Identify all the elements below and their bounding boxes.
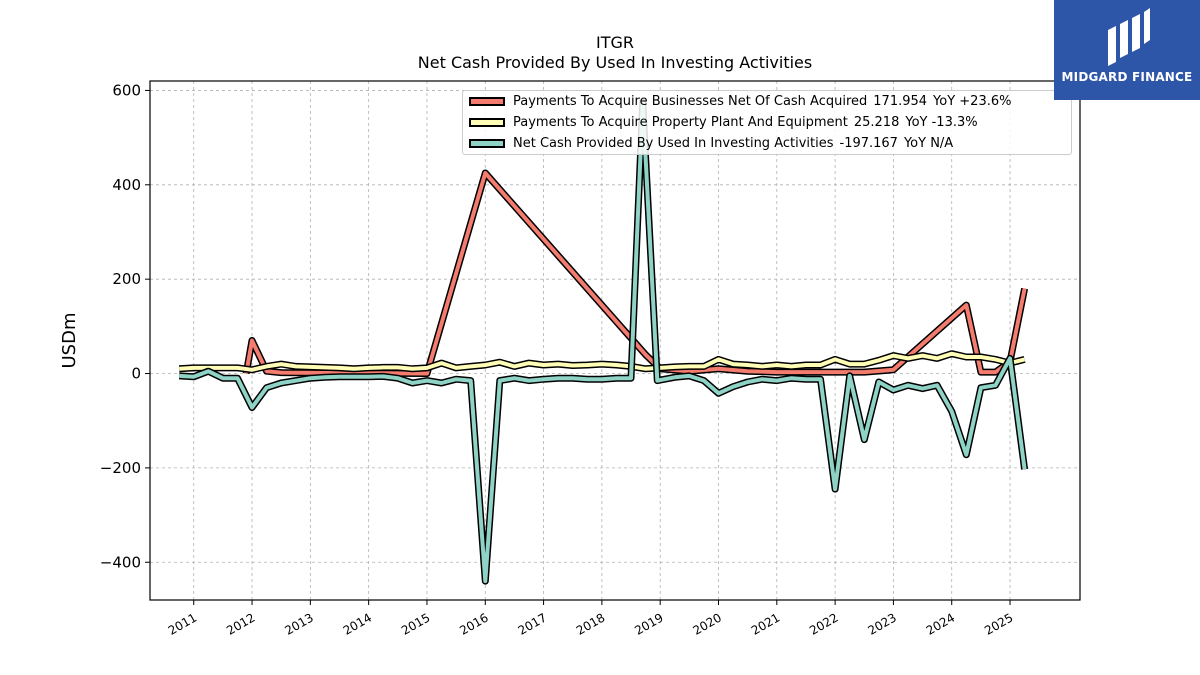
chart-title: ITGR (595, 33, 634, 52)
y-tick-label: −200 (100, 459, 141, 477)
x-tick-label: 2016 (457, 610, 490, 637)
x-tick-label: 2024 (924, 610, 957, 637)
legend-entry-net-investing: Net Cash Provided By Used In Investing A… (469, 133, 953, 153)
legend-label: Payments To Acquire Property Plant And E… (513, 114, 848, 130)
x-tick-label: 2019 (632, 610, 665, 637)
series-acquisitions-line (244, 171, 1027, 376)
legend-entry-ppe: Payments To Acquire Property Plant And E… (469, 112, 978, 132)
x-tick-label: 2020 (691, 610, 724, 637)
x-tick-label: 2022 (807, 610, 840, 637)
legend-yoy: YoY N/A (903, 135, 954, 151)
y-axis-label: USDm (59, 313, 80, 369)
x-tick-label: 2023 (865, 610, 898, 637)
x-tick-label: 2015 (399, 610, 432, 637)
legend-yoy: YoY -13.3% (905, 114, 978, 130)
midgard-finance-logo: MIDGARD FINANCE (1054, 0, 1200, 100)
chart-legend: Payments To Acquire Businesses Net Of Ca… (462, 90, 1072, 155)
series-net-investing-line (179, 100, 1027, 584)
y-tick-label: 600 (112, 81, 141, 99)
plot-frame (149, 80, 1081, 601)
x-tick-label: 2018 (574, 610, 607, 637)
x-tick-label: 2017 (516, 610, 549, 637)
y-tick-label: 200 (112, 270, 141, 288)
logo-mark-icon (1108, 8, 1150, 66)
legend-entry-acquisitions: Payments To Acquire Businesses Net Of Ca… (469, 91, 1011, 111)
x-tick-label: 2025 (982, 610, 1015, 637)
legend-latest: 171.954 (873, 93, 928, 109)
logo-text: MIDGARD FINANCE (1061, 70, 1193, 84)
y-tick-label: 400 (112, 176, 141, 194)
y-tick-label: −400 (100, 553, 141, 571)
legend-yoy: YoY +23.6% (933, 93, 1012, 109)
x-tick-label: 2011 (166, 610, 199, 637)
y-tick-label: 0 (131, 365, 141, 383)
series-ppe-line (179, 351, 1026, 372)
x-tick-label: 2012 (224, 610, 257, 637)
legend-latest: -197.167 (839, 135, 898, 151)
legend-label: Payments To Acquire Businesses Net Of Ca… (513, 93, 868, 109)
legend-swatch-ppe (469, 117, 505, 127)
legend-swatch-acquisitions (469, 96, 505, 106)
chart-subtitle: Net Cash Provided By Used In Investing A… (417, 53, 813, 72)
x-tick-label: 2014 (341, 610, 374, 637)
legend-label: Net Cash Provided By Used In Investing A… (513, 135, 834, 151)
x-tick-label: 2021 (749, 610, 782, 637)
x-tick-label: 2013 (282, 610, 315, 637)
legend-swatch-net-investing (469, 138, 505, 148)
legend-latest: 25.218 (853, 114, 900, 130)
